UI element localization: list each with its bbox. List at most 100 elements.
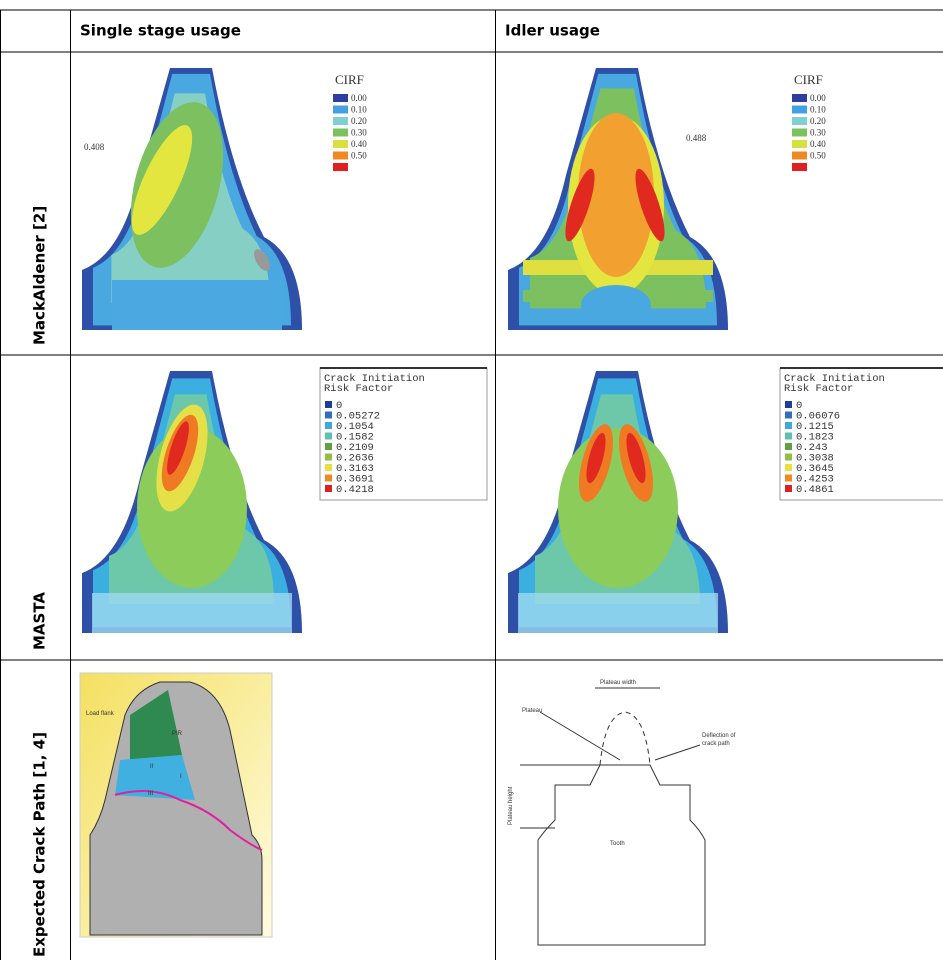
legend-label: 0.2109 [336,442,374,454]
legend-swatch [325,401,332,408]
legend-label: 0.3038 [796,453,834,465]
table-grid [0,9,943,960]
legend-label: 0.4253 [796,474,834,486]
legend-label: 0.50 [810,151,826,161]
legend-swatch [785,411,792,419]
legend-swatch [792,94,807,102]
legend-label: 0.10 [810,105,826,115]
legend-label: 0.1823 [796,432,834,444]
legend-label: 0.20 [351,116,367,126]
legend-label: 0.20 [810,116,826,126]
row-header: MackAldener [2] [31,206,49,345]
legend-label: 0.2636 [336,453,374,465]
legend-swatch [785,401,792,408]
figure-label: PIR [172,731,183,737]
figure-label: Load flank [86,711,115,717]
legend-swatch [792,105,807,114]
legend-swatch [792,117,807,125]
legend-label: 0.1054 [336,421,374,433]
contour-plot [508,371,728,633]
legend-label: 0.40 [810,139,826,149]
legend: CIRF 0.00 0.100.20 0.300.40 0.50 [792,72,826,171]
legend-label: 0.06076 [796,411,840,423]
legend: CIRF 0.00 0.100.20 0.300.40 0.50 [333,72,367,171]
legend-label: 0.50 [351,151,367,161]
legend-swatch [333,163,348,171]
legend-label: 0.1215 [796,421,834,433]
legend-label: 0 [796,400,802,412]
legend-swatch [333,140,348,148]
legend-label: 0.30 [351,128,367,138]
legend-label: 0.40 [351,139,367,149]
figure-label: III [148,791,153,797]
legend-swatch [325,474,332,482]
legend-label: 0.05272 [336,411,380,423]
legend-swatch [333,94,348,102]
row-header: Expected Crack Path [1, 4] [31,732,49,957]
annotation: 0.408 [84,142,105,152]
legend-title: Crack Initiation [324,373,425,385]
legend-title: CIRF [335,72,364,87]
figure-label: Plateau width [600,680,636,686]
legend-title: Crack Initiation [784,373,885,385]
legend-swatch [785,443,792,450]
contour-plot [82,68,302,330]
legend-label: 0.243 [796,442,828,454]
legend-swatch [333,105,348,114]
legend-label: 0.00 [810,93,826,103]
figure-label: Tooth [610,841,625,847]
legend-swatch [785,474,792,482]
legend-swatch [333,117,348,125]
legend-swatch [325,432,332,440]
figure-label: crack path [702,741,730,747]
legend-title: Risk Factor [784,383,853,395]
legend-swatch [333,151,348,160]
contour-plot [82,371,302,633]
figure-label: I [180,774,182,780]
legend-swatch [325,422,332,429]
legend-swatch [785,453,792,461]
legend-title: Risk Factor [324,383,393,395]
legend-swatch [325,464,332,471]
legend-swatch [325,411,332,419]
legend-swatch [792,163,807,171]
legend-swatch [325,443,332,450]
legend-label: 0 [336,400,342,412]
legend-box [319,367,488,501]
column-header: Single stage usage [80,22,241,40]
legend-title: CIRF [794,72,823,87]
legend-swatch [785,485,792,492]
legend-label: 0.4218 [336,484,374,496]
column-header: Idler usage [505,22,600,40]
figure-label: Plateau height [508,786,514,825]
annotation: 0.488 [686,133,707,143]
legend-swatch [792,128,807,137]
legend-label: 0.3691 [336,474,374,486]
contour-plot [508,68,728,330]
crack-figure: Load flank PIR II I III [79,672,273,938]
legend-label: 0.3645 [796,463,834,475]
legend-box [779,367,943,501]
legend-label: 0.3163 [336,463,374,475]
figure-label: Deflection of [702,733,736,739]
crack-figure: Plateau width Plateau Deflection of crac… [508,680,736,946]
figure-label: Plateau [522,708,542,714]
legend-swatch [325,485,332,492]
legend-label: 0.4861 [796,484,834,496]
legend-label: 0.1582 [336,432,374,444]
legend-swatch [792,140,807,148]
legend-swatch [325,453,332,461]
figure-label: II [150,764,154,770]
legend-swatch [792,151,807,160]
legend-swatch [785,464,792,471]
legend-label: 0.10 [351,105,367,115]
legend-swatch [333,128,348,137]
legend-label: 0.00 [351,93,367,103]
legend-swatch [785,422,792,429]
legend-swatch [785,432,792,440]
row-header: MASTA [31,592,49,650]
legend-label: 0.30 [810,128,826,138]
